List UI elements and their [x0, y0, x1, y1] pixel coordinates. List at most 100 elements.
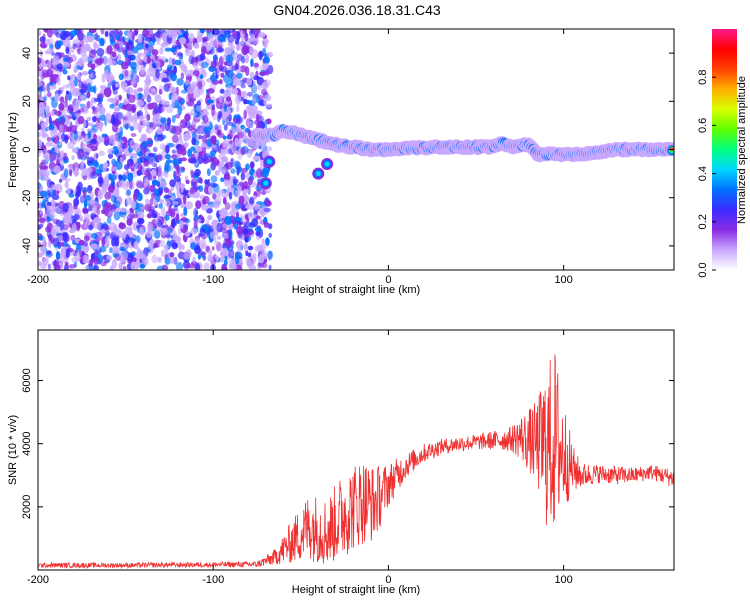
- noise-cell: [185, 201, 194, 210]
- noise-cell: [234, 62, 238, 70]
- noise-cell: [211, 38, 219, 48]
- noise-cell: [109, 135, 113, 145]
- noise-cell: [252, 96, 256, 106]
- noise-cell: [222, 37, 227, 43]
- noise-cell: [124, 123, 129, 130]
- snr-panel: -200 -100 0 100 2000 4000 6000 Height of strai…: [7, 329, 675, 596]
- noise-cell: [180, 72, 185, 80]
- noise-cell: [62, 69, 68, 75]
- noise-cell: [249, 71, 255, 79]
- noise-cell: [47, 91, 52, 97]
- noise-cell: [253, 155, 261, 160]
- noise-cell: [172, 29, 180, 33]
- noise-cell: [96, 34, 101, 42]
- noise-cell: [189, 187, 196, 195]
- noise-cell: [46, 179, 52, 189]
- noise-cell: [111, 158, 117, 166]
- noise-cell: [187, 148, 193, 158]
- noise-cell: [85, 217, 91, 226]
- noise-cell: [144, 90, 149, 97]
- noise-cell: [73, 68, 78, 74]
- noise-cell: [112, 180, 116, 189]
- noise-cell: [121, 105, 126, 110]
- noise-cell: [92, 116, 97, 123]
- noise-cell: [120, 207, 127, 213]
- noise-cell: [257, 262, 264, 268]
- noise-cell: [46, 205, 51, 211]
- snr-frame: [37, 329, 675, 571]
- noise-cell: [96, 117, 101, 123]
- noise-cell: [122, 143, 128, 149]
- noise-cell: [175, 181, 179, 190]
- noise-cell: [195, 237, 201, 245]
- noise-cell: [241, 181, 250, 191]
- noise-cell: [109, 265, 114, 270]
- noise-cell: [258, 32, 266, 38]
- noise-cell: [104, 134, 110, 144]
- noise-cell: [161, 32, 168, 42]
- noise-cell: [234, 255, 240, 265]
- noise-cell: [251, 218, 259, 228]
- noise-cell: [225, 54, 234, 63]
- noise-cell: [68, 205, 75, 215]
- noise-cell: [55, 251, 61, 261]
- noise-cell: [254, 245, 261, 253]
- noise-cell: [218, 79, 223, 85]
- noise-cell: [121, 61, 129, 70]
- noise-cell: [248, 263, 257, 270]
- noise-cell: [254, 34, 258, 39]
- noise-cell: [104, 230, 111, 237]
- noise-cell: [59, 149, 65, 159]
- noise-cell: [104, 112, 112, 122]
- noise-cell: [97, 188, 104, 198]
- noise-cell: [40, 190, 48, 198]
- noise-cell: [59, 52, 65, 58]
- x-tick-label: -100: [202, 574, 224, 586]
- noise-cell: [169, 86, 177, 94]
- noise-cell: [224, 232, 229, 240]
- noise-cell: [83, 143, 87, 150]
- noise-cell: [170, 195, 175, 201]
- noise-cell: [131, 121, 140, 130]
- noise-cell: [217, 115, 221, 123]
- noise-cell: [42, 236, 46, 244]
- noise-cell: [220, 177, 225, 182]
- noise-cell: [48, 240, 52, 248]
- noise-cell: [222, 149, 229, 155]
- noise-cell: [234, 137, 240, 146]
- noise-cell: [184, 218, 191, 224]
- noise-cell: [44, 152, 52, 161]
- noise-cell: [93, 257, 101, 262]
- noise-cell: [134, 262, 141, 267]
- noise-cell: [145, 230, 152, 238]
- noise-cell: [243, 98, 248, 105]
- noise-cell: [127, 50, 134, 55]
- noise-cell: [96, 92, 105, 100]
- noise-cell: [170, 154, 179, 160]
- noise-cell: [126, 87, 134, 95]
- noise-cell: [86, 156, 95, 164]
- noise-cell: [61, 231, 68, 236]
- noise-cell: [41, 121, 48, 129]
- noise-cell: [144, 103, 148, 112]
- noise-cell: [139, 226, 145, 235]
- noise-cell: [125, 226, 130, 235]
- noise-cell: [207, 179, 211, 187]
- noise-cell: [77, 115, 85, 125]
- noise-cell: [195, 145, 203, 152]
- noise-cell: [188, 55, 194, 65]
- noise-cell: [253, 195, 257, 200]
- noise-cell: [267, 250, 274, 260]
- noise-cell: [143, 55, 147, 63]
- noise-cell: [70, 189, 74, 195]
- noise-cell: [198, 151, 203, 158]
- noise-cell: [96, 43, 101, 49]
- noise-cell: [38, 170, 46, 177]
- noise-cell: [86, 91, 91, 99]
- noise-cell: [146, 103, 155, 110]
- noise-cell: [109, 30, 117, 38]
- noise-cell: [46, 29, 54, 38]
- noise-cell: [112, 200, 121, 209]
- noise-cell: [247, 230, 255, 235]
- noise-cell: [259, 65, 267, 71]
